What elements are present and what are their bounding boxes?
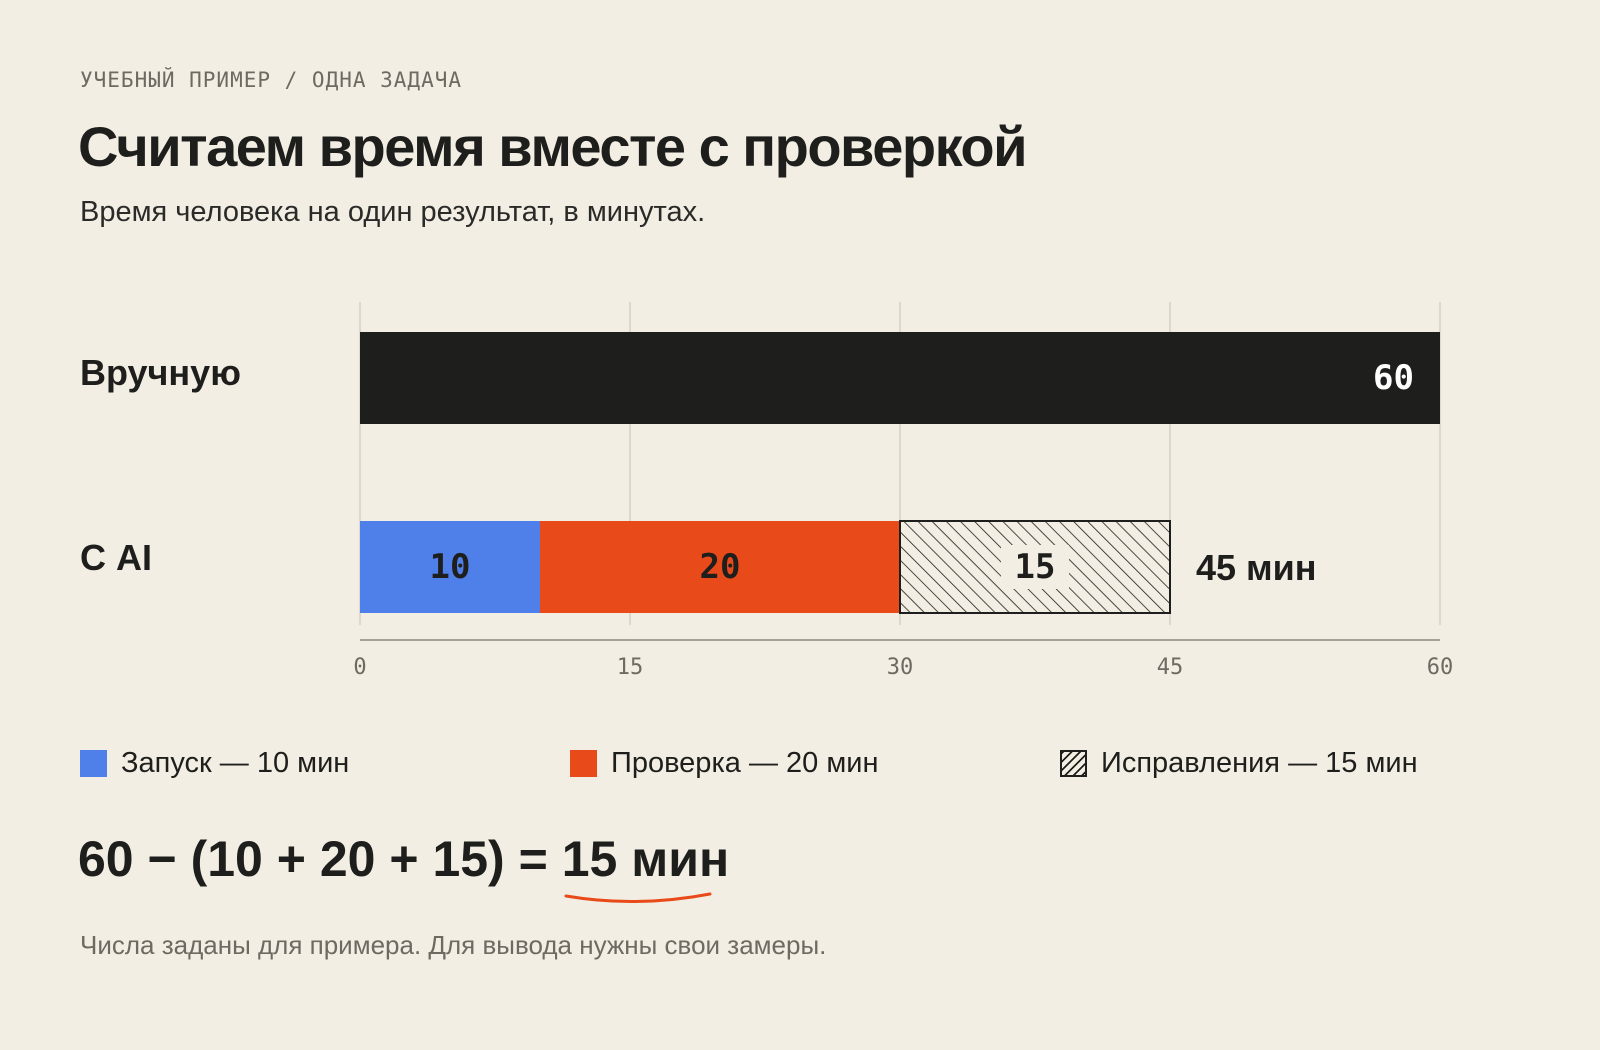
data-labels: 60 10 20 15 45 мин [430,358,1414,589]
data-label-bg-1-2 [1001,545,1069,589]
x-tick-label-15: 15 [617,655,644,680]
legend-item-launch: Запуск — 10 мин [80,746,350,779]
bar-0-0 [360,332,1440,424]
eyebrow: УЧЕБНЫЙ ПРИМЕР / ОДНА ЗАДАЧА [80,68,463,92]
data-label-1-1: 20 [700,547,741,587]
bar-1-1 [360,521,540,613]
legend-swatch-blue [80,749,107,777]
x-tick-label-30: 30 [887,655,914,680]
legend-label-fixes: Исправления — 15 мин [1101,746,1418,779]
x-tick-label-60: 60 [1427,655,1454,680]
ai-total-label: 45 мин [1196,547,1317,588]
legend-swatch-hatch [1060,749,1087,777]
legend-item-fixes: Исправления — 15 мин [1060,746,1418,779]
data-label-1-0: 10 [430,547,471,587]
result-underline [564,892,712,904]
row-label-ai: С AI [80,537,152,578]
stacked-bar-chart: 0 15 30 45 60 60 10 20 15 45 мин [353,302,1454,680]
page-subtitle: Время человека на один результат, в мину… [80,196,706,228]
formula-result-value: 15 мин [561,831,730,887]
x-axis: 0 15 30 45 60 [353,639,1454,680]
legend-item-review: Проверка — 20 мин [570,746,879,779]
formula-result: 15 мин [561,830,730,904]
data-label-1-2: 15 [1015,547,1056,587]
footnote: Числа заданы для примера. Для вывода нуж… [80,930,827,960]
legend-label-launch: Запуск — 10 мин [121,746,350,779]
x-tick-label-0: 0 [353,655,366,680]
legend-label-review: Проверка — 20 мин [611,746,879,779]
x-tick-label-45: 45 [1157,655,1184,680]
formula-expression: 60 − (10 + 20 + 15) = [78,831,548,887]
bar-1-2 [540,521,900,613]
legend-swatch-orange [570,749,597,777]
row-label-manual: Вручную [80,352,241,393]
data-label-0-0: 60 [1373,358,1414,398]
page-title: Считаем время вместе с проверкой [78,115,1028,178]
formula: 60 − (10 + 20 + 15) = 15 мин [78,830,730,904]
